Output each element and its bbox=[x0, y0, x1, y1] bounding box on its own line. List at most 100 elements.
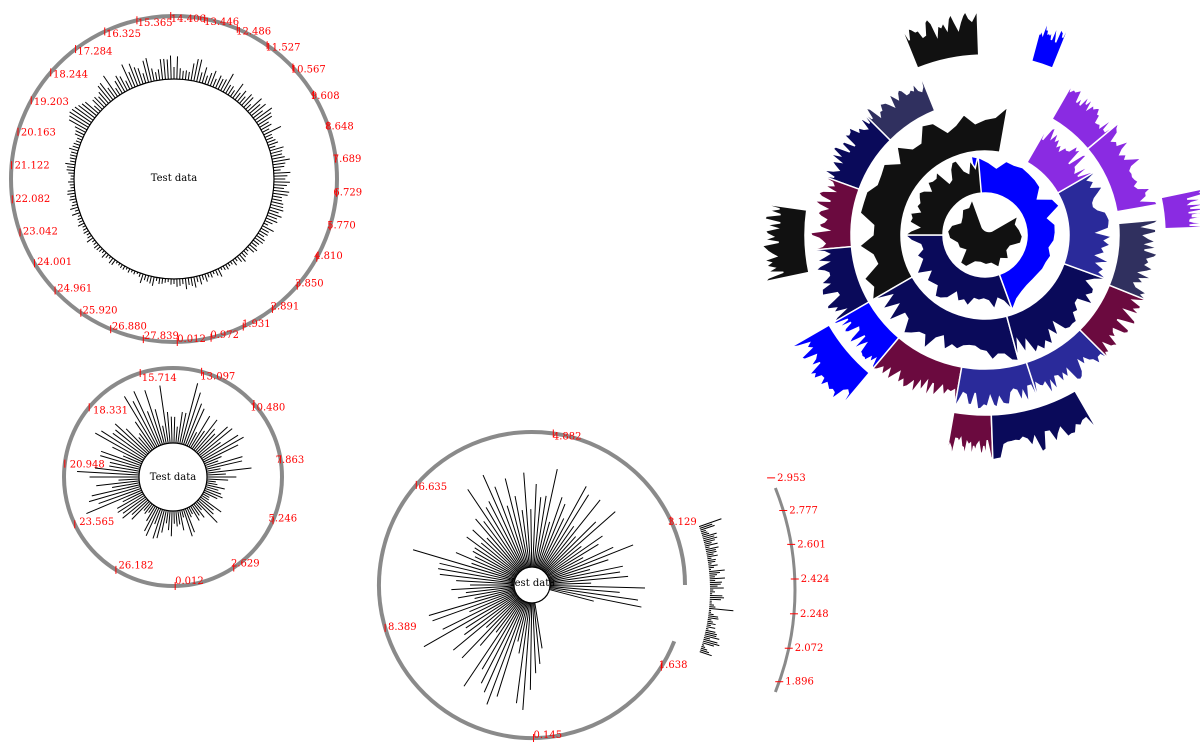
histogram-spike bbox=[74, 133, 84, 138]
histogram-spike bbox=[78, 220, 84, 223]
histogram-spike bbox=[138, 437, 152, 452]
histogram-spike bbox=[257, 115, 273, 126]
histogram-spike bbox=[144, 503, 153, 514]
histogram-spike bbox=[504, 478, 529, 568]
histogram-spike bbox=[547, 543, 599, 577]
histogram-spike bbox=[127, 268, 131, 273]
histogram-spike bbox=[206, 468, 221, 472]
histogram-spike bbox=[179, 68, 181, 80]
histogram-spike bbox=[212, 270, 215, 275]
histogram-spike bbox=[254, 237, 264, 244]
sunburst-block bbox=[810, 245, 870, 324]
histogram-spike bbox=[707, 560, 716, 563]
histogram-spike bbox=[69, 157, 77, 160]
sunburst-block bbox=[902, 155, 983, 236]
histogram-spike bbox=[122, 265, 126, 270]
histogram-spike bbox=[200, 496, 222, 513]
sunburst-block bbox=[1050, 83, 1120, 150]
histogram-spike bbox=[98, 96, 107, 106]
histogram-spike bbox=[220, 79, 227, 91]
histogram-spike bbox=[200, 442, 221, 458]
histogram-spike bbox=[270, 203, 284, 209]
histogram-spike bbox=[232, 259, 238, 266]
tick-label: 2.777 bbox=[789, 505, 818, 516]
histogram-spike bbox=[138, 433, 153, 451]
histogram-spike bbox=[545, 545, 582, 575]
histogram-spike bbox=[252, 239, 260, 245]
histogram-spike bbox=[198, 275, 203, 285]
histogram-spike bbox=[72, 145, 80, 149]
histogram-spike bbox=[115, 75, 126, 93]
histogram-spike bbox=[177, 412, 183, 444]
tick-label: 6.635 bbox=[419, 482, 448, 493]
histogram-spike bbox=[70, 160, 76, 163]
histogram-spike bbox=[548, 559, 609, 580]
histogram-spike bbox=[267, 214, 278, 220]
histogram-spike bbox=[198, 72, 203, 83]
histogram-spike bbox=[522, 602, 532, 710]
histogram-spike bbox=[265, 136, 273, 141]
histogram-spike bbox=[188, 506, 193, 515]
histogram-spike bbox=[77, 214, 81, 217]
histogram-spike bbox=[184, 403, 203, 446]
histogram-spike bbox=[199, 428, 233, 456]
histogram-spike bbox=[187, 277, 190, 285]
histogram-spike bbox=[709, 571, 720, 574]
histogram-spike bbox=[273, 171, 291, 174]
histogram-spike bbox=[256, 235, 265, 242]
histogram-spike bbox=[105, 254, 109, 258]
histogram-spike bbox=[74, 126, 86, 133]
histogram-spike bbox=[75, 130, 85, 136]
histogram-spike bbox=[230, 90, 236, 97]
histogram-spike bbox=[536, 521, 551, 568]
sunburst-block bbox=[870, 336, 963, 408]
histogram-spike bbox=[158, 277, 161, 285]
histogram-spike bbox=[471, 562, 516, 580]
histogram-spike bbox=[548, 546, 614, 578]
histogram-spike bbox=[549, 588, 642, 608]
histogram-spike bbox=[486, 601, 527, 705]
histogram-spike bbox=[272, 192, 288, 196]
histogram-spike bbox=[272, 195, 282, 199]
histogram-spike bbox=[71, 212, 80, 216]
histogram-spike bbox=[541, 494, 590, 571]
histogram-spike bbox=[201, 67, 208, 84]
tick-label: 2.424 bbox=[801, 574, 830, 585]
histogram-spike bbox=[152, 509, 163, 539]
sunburst-block bbox=[953, 361, 1040, 410]
histogram-spike bbox=[412, 549, 515, 581]
histogram-spike bbox=[273, 184, 287, 186]
histogram-spike bbox=[704, 542, 712, 545]
tick-label: 5.770 bbox=[327, 220, 356, 231]
histogram-spike bbox=[469, 591, 516, 613]
histogram-spike bbox=[69, 111, 91, 126]
histogram-spike bbox=[184, 278, 188, 290]
histogram-spike bbox=[269, 206, 284, 212]
histogram-spike bbox=[260, 227, 269, 233]
sunburst-block bbox=[820, 110, 892, 191]
histogram-spike bbox=[193, 419, 218, 451]
histogram-spike bbox=[71, 203, 78, 207]
histogram-spike bbox=[699, 651, 712, 657]
tick-label: 7.863 bbox=[276, 455, 305, 466]
histogram-spike bbox=[272, 158, 290, 163]
sunburst-block bbox=[1030, 17, 1071, 70]
histogram-spike bbox=[74, 106, 94, 121]
histogram-spike bbox=[115, 87, 121, 96]
histogram-spike bbox=[186, 408, 205, 447]
tick-label: 18.331 bbox=[93, 405, 128, 416]
tick-label: 27.839 bbox=[144, 331, 179, 342]
histogram-spike bbox=[179, 510, 185, 531]
histogram-spike bbox=[86, 232, 91, 236]
histogram-spike bbox=[534, 602, 543, 649]
histogram-spike bbox=[145, 507, 160, 537]
histogram-spike bbox=[249, 103, 261, 114]
histogram-spike bbox=[252, 110, 264, 119]
sunburst-block bbox=[831, 300, 900, 372]
histogram-spike bbox=[708, 613, 714, 616]
histogram-spike bbox=[201, 434, 239, 460]
histogram-spike bbox=[217, 268, 223, 277]
histogram-spike bbox=[251, 241, 257, 247]
histogram-spike bbox=[206, 467, 252, 474]
histogram-spike bbox=[183, 392, 201, 445]
